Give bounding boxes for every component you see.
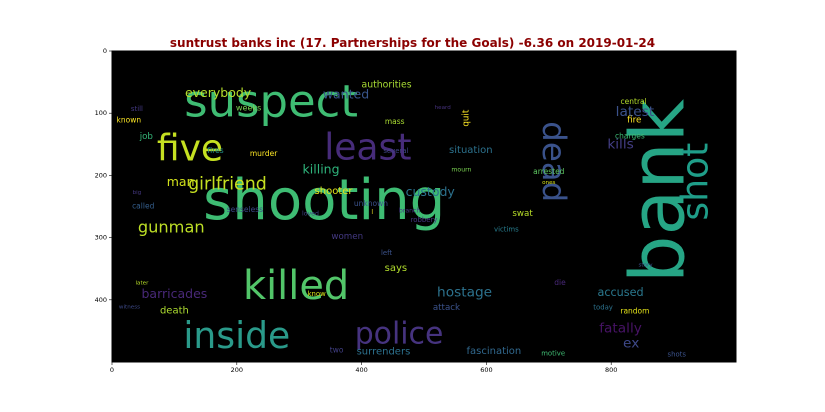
word-police: police: [355, 317, 444, 352]
x-tick-label: 0: [110, 366, 114, 374]
word-know: know: [308, 290, 327, 298]
word-known: known: [117, 116, 142, 125]
word-two: two: [330, 346, 344, 355]
word-central: central: [621, 97, 647, 106]
plot-area: [111, 50, 737, 363]
word-senseless: senseless: [227, 205, 263, 214]
x-tick-label: 400: [355, 366, 367, 374]
y-tick-label: 400: [95, 296, 107, 304]
word-gunman: gunman: [138, 218, 205, 237]
word-kills: kills: [607, 136, 633, 152]
y-tick-label: 100: [95, 109, 107, 117]
word-random: random: [620, 306, 649, 315]
word-witness: witness: [119, 304, 140, 310]
word-least: least: [324, 126, 411, 168]
word-charges: charges: [615, 132, 645, 141]
word-death: death: [160, 305, 189, 316]
word-wanted: wanted: [323, 86, 369, 101]
word-suspect: suspect: [184, 74, 358, 127]
word-victims: victims: [494, 226, 519, 234]
word-heard: heard: [435, 105, 452, 111]
word-authorities: authorities: [362, 80, 412, 91]
word-story: story: [638, 263, 653, 269]
word-attack: attack: [433, 303, 460, 313]
y-tick-label: 0: [103, 47, 107, 55]
word-shooter: shooter: [315, 186, 354, 197]
word-fire: fire: [627, 116, 641, 126]
word-layer: bank shooting suspect killed inside five least…: [117, 74, 717, 358]
word-several: several: [383, 147, 408, 155]
word-fascination: fascination: [467, 346, 522, 357]
word-weeks: weeks: [236, 103, 261, 113]
word-branch: branch: [399, 207, 421, 214]
word-arrested: arrested: [533, 167, 565, 176]
x-axis: 0 200 400 600 800: [110, 362, 617, 374]
word-situation: situation: [449, 145, 493, 156]
word-loved: loved: [302, 210, 319, 217]
y-tick-label: 200: [95, 171, 107, 179]
word-big: big: [133, 190, 142, 196]
word-accused: accused: [598, 286, 644, 299]
word-shot: shot: [674, 143, 716, 221]
word-killed: killed: [243, 263, 349, 309]
word-custody: custody: [406, 184, 456, 199]
word-bank: bank: [615, 98, 702, 283]
y-axis: 0 100 200 300 400: [95, 47, 112, 304]
word-later: later: [135, 281, 149, 287]
word-today: today: [593, 303, 613, 311]
word-killing: killing: [303, 162, 340, 177]
word-dead: dead: [535, 121, 573, 202]
word-swat: swat: [512, 209, 533, 219]
word-l: l: [371, 209, 373, 216]
word-unknown: unknown: [354, 199, 388, 208]
word-robbery: robbery: [411, 216, 438, 224]
word-fatally: fatally: [599, 320, 642, 336]
word-barricades: barricades: [142, 286, 208, 301]
word-ones: ones: [542, 180, 555, 186]
word-still: still: [131, 105, 143, 113]
word-die: die: [554, 278, 566, 287]
word-girlfriend: girlfriend: [188, 175, 267, 195]
word-murder: murder: [250, 149, 278, 158]
word-called: called: [132, 201, 155, 210]
word-five: five: [157, 128, 223, 170]
word-mourn: mourn: [451, 166, 471, 173]
chart-title: suntrust banks inc (17. Partnerships for…: [169, 36, 656, 50]
word-motive: motive: [541, 349, 565, 357]
x-tick-label: 800: [605, 366, 617, 374]
word-left: left: [381, 249, 392, 257]
word-quit: quit: [461, 109, 471, 126]
x-tick-label: 600: [480, 366, 492, 374]
word-ex: ex: [623, 335, 639, 351]
word-latest: latest: [616, 104, 655, 120]
word-mass: mass: [385, 117, 405, 126]
y-tick-label: 300: [95, 234, 107, 242]
word-fires: fires: [207, 146, 223, 155]
word-hostage: hostage: [437, 284, 492, 300]
word-man: man: [167, 174, 195, 189]
word-shots: shots: [667, 351, 686, 359]
word-women: women: [331, 232, 363, 242]
word-shooting: shooting: [203, 168, 445, 233]
word-says: says: [385, 263, 407, 274]
word-surrenders: surrenders: [357, 347, 411, 358]
x-tick-label: 200: [231, 366, 243, 374]
word-everybody: everybody: [185, 85, 252, 100]
word-job: job: [139, 132, 154, 142]
word-inside: inside: [183, 315, 290, 357]
